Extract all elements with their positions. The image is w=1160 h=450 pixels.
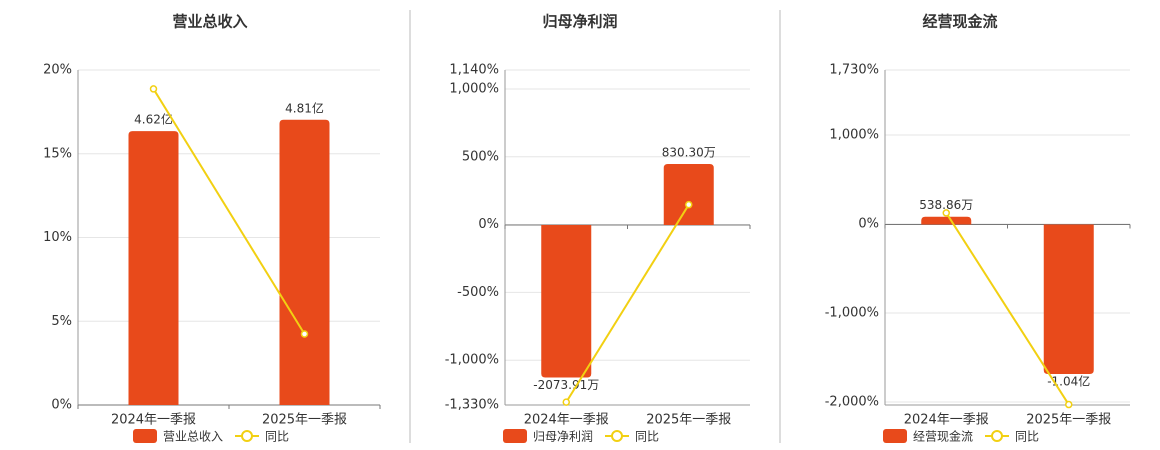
legend-swatch [503,429,527,443]
y-tick-label: 1,730% [829,63,879,78]
data-label: -1.04亿 [1047,373,1090,388]
x-tick-label: 2024年一季报 [111,413,196,428]
y-tick-label: 0% [858,216,879,231]
y-tick-label: 5% [51,314,72,329]
bar [921,216,972,225]
data-label: 4.81亿 [285,100,324,115]
y-tick-label: 1,000% [829,127,879,142]
legend-swatch [611,430,623,442]
y-tick-label: 500% [462,149,499,164]
point [942,209,950,217]
bar [541,225,592,378]
y-tick-label: 20% [43,63,72,78]
point [562,398,570,406]
x-tick-label: 2025年一季报 [646,413,731,428]
bar [128,131,179,405]
legend-label: 同比 [1015,430,1039,444]
y-tick-label: 0% [51,398,72,413]
y-tick-label: -1,000% [825,305,879,320]
y-tick-label: 10% [43,230,72,245]
bar [1043,224,1094,374]
bar [279,119,330,406]
data-label: -2073.91万 [533,378,599,392]
legend-swatch [883,429,907,443]
legend-label: 同比 [635,430,659,444]
chart-title: 营业总收入 [172,13,247,31]
y-tick-label: 1,000% [449,81,499,96]
y-tick-label: -2,000% [825,394,879,409]
point [685,200,693,209]
y-tick-label: 15% [43,146,72,161]
chart-title: 归母净利润 [542,13,617,31]
legend-label: 经营现金流 [913,429,973,444]
legend-label: 归母净利润 [533,430,593,444]
line [945,212,1070,406]
legend-label: 同比 [265,430,289,444]
y-tick-label: -500% [457,285,499,300]
line [565,204,690,403]
line [152,88,306,335]
x-tick-label: 2024年一季报 [524,413,609,428]
point [300,330,309,338]
legend-label: 营业总收入 [163,430,223,444]
point [149,85,158,93]
x-tick-label: 2025年一季报 [262,413,347,428]
legend-swatch [241,430,253,442]
data-label: 830.30万 [662,145,716,159]
data-label: 538.86万 [919,198,973,212]
x-tick-label: 2025年一季报 [1026,413,1111,428]
y-tick-label: -1,330% [445,398,499,413]
y-tick-label: 0% [478,217,499,232]
y-tick-label: -1,000% [445,353,499,368]
bar [663,163,714,225]
data-label: 4.62亿 [134,112,173,127]
point [1065,400,1073,409]
y-tick-label: 1,140% [449,63,499,78]
legend-swatch [133,429,157,443]
chart-title: 经营现金流 [922,13,997,31]
legend-swatch [991,430,1003,442]
x-tick-label: 2024年一季报 [904,413,989,428]
